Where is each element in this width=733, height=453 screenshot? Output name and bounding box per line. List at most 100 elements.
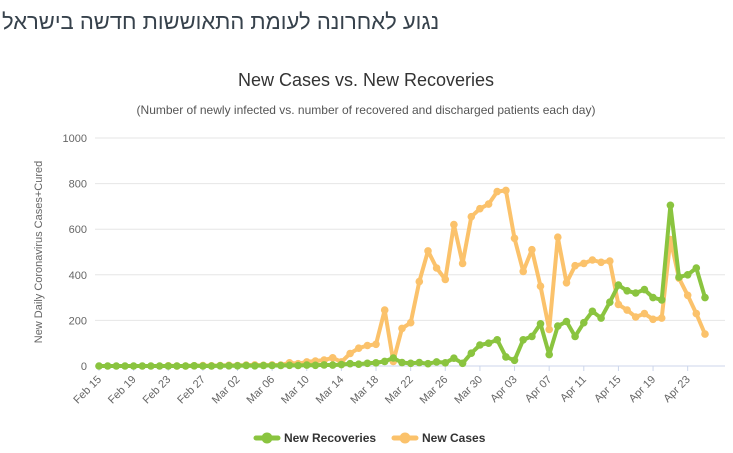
new-recoveries-point[interactable] [441, 359, 450, 367]
new-cases-point[interactable] [415, 277, 424, 286]
new-cases-point[interactable] [528, 245, 536, 254]
legend-item-new-cases[interactable]: New Cases [391, 431, 486, 445]
new-recoveries-point[interactable] [640, 285, 649, 294]
new-recoveries-point[interactable] [450, 354, 458, 363]
new-cases-point[interactable] [372, 340, 380, 349]
new-recoveries-point[interactable] [580, 318, 588, 327]
new-recoveries-point[interactable] [398, 358, 406, 367]
new-recoveries-point[interactable] [129, 362, 138, 370]
new-cases-point[interactable] [510, 234, 519, 243]
new-recoveries-point[interactable] [277, 361, 285, 370]
new-cases-point[interactable] [424, 247, 432, 255]
new-recoveries-point[interactable] [320, 361, 328, 369]
new-cases-point[interactable] [502, 186, 510, 195]
new-recoveries-point[interactable] [389, 354, 398, 362]
new-recoveries-point[interactable] [147, 362, 155, 370]
new-recoveries-point[interactable] [683, 271, 692, 279]
new-recoveries-point[interactable] [164, 362, 173, 370]
new-cases-point[interactable] [554, 233, 562, 241]
new-cases-point[interactable] [363, 341, 372, 350]
new-recoveries-point[interactable] [216, 362, 224, 370]
new-recoveries-point[interactable] [328, 361, 337, 369]
new-recoveries-point[interactable] [207, 362, 216, 370]
new-recoveries-point[interactable] [649, 293, 657, 302]
new-recoveries-point[interactable] [597, 314, 605, 322]
new-recoveries-point[interactable] [354, 360, 363, 369]
new-cases-point[interactable] [597, 258, 605, 267]
new-recoveries-point[interactable] [173, 362, 181, 370]
new-cases-point[interactable] [450, 220, 458, 229]
new-recoveries-point[interactable] [121, 362, 129, 370]
new-recoveries-point[interactable] [657, 296, 666, 304]
new-recoveries-point[interactable] [458, 359, 467, 368]
new-recoveries-point[interactable] [502, 353, 510, 361]
new-recoveries-point[interactable] [372, 359, 380, 367]
new-recoveries-point[interactable] [432, 358, 441, 366]
new-recoveries-point[interactable] [415, 358, 424, 367]
new-cases-point[interactable] [441, 275, 450, 284]
new-cases-point[interactable] [571, 261, 579, 270]
new-cases-point[interactable] [562, 279, 571, 287]
new-cases-point[interactable] [432, 264, 441, 272]
new-recoveries-point[interactable] [614, 281, 623, 289]
new-recoveries-point[interactable] [337, 360, 346, 369]
new-recoveries-point[interactable] [259, 361, 268, 370]
new-cases-point[interactable] [536, 282, 545, 290]
new-recoveries-point[interactable] [424, 359, 432, 368]
new-cases-point[interactable] [458, 259, 467, 268]
new-cases-point[interactable] [692, 309, 701, 318]
new-cases-point[interactable] [476, 204, 484, 213]
new-recoveries-point[interactable] [363, 359, 372, 368]
new-recoveries-point[interactable] [519, 336, 527, 344]
new-cases-point[interactable] [588, 256, 597, 264]
new-cases-line[interactable] [166, 188, 707, 368]
new-recoveries-point[interactable] [536, 320, 545, 328]
new-recoveries-point[interactable] [181, 362, 190, 370]
new-cases-point[interactable] [467, 212, 476, 221]
new-recoveries-point[interactable] [242, 361, 250, 370]
new-recoveries-point[interactable] [631, 289, 640, 297]
new-recoveries-point[interactable] [303, 361, 311, 369]
new-cases-point[interactable] [493, 187, 502, 196]
new-recoveries-point[interactable] [155, 362, 164, 370]
new-recoveries-point[interactable] [476, 341, 484, 349]
new-cases-point[interactable] [640, 309, 649, 318]
series-new-cases[interactable] [164, 186, 709, 370]
new-cases-point[interactable] [406, 318, 415, 327]
new-recoveries-point[interactable] [380, 357, 389, 366]
new-recoveries-point[interactable] [112, 362, 121, 370]
new-recoveries-point[interactable] [623, 287, 631, 295]
new-recoveries-point[interactable] [467, 349, 476, 358]
new-recoveries-point[interactable] [103, 362, 112, 370]
new-cases-point[interactable] [545, 325, 553, 334]
new-cases-point[interactable] [398, 324, 406, 333]
new-cases-point[interactable] [606, 257, 614, 265]
new-recoveries-point[interactable] [406, 359, 415, 368]
new-cases-point[interactable] [623, 306, 631, 314]
new-recoveries-point[interactable] [666, 201, 675, 210]
new-recoveries-point[interactable] [95, 362, 103, 370]
new-recoveries-point[interactable] [692, 264, 701, 272]
new-cases-point[interactable] [657, 314, 666, 322]
new-recoveries-point[interactable] [138, 362, 147, 370]
new-recoveries-point[interactable] [294, 361, 302, 370]
new-recoveries-point[interactable] [190, 362, 198, 370]
new-cases-point[interactable] [380, 306, 389, 314]
new-cases-point[interactable] [519, 267, 527, 276]
new-recoveries-point[interactable] [606, 298, 614, 306]
new-recoveries-point[interactable] [675, 273, 683, 281]
series-new-recoveries[interactable] [95, 201, 709, 370]
new-recoveries-point[interactable] [311, 361, 320, 370]
new-cases-point[interactable] [484, 200, 493, 208]
new-cases-point[interactable] [580, 259, 588, 268]
new-cases-point[interactable] [683, 291, 692, 300]
new-cases-point[interactable] [346, 349, 354, 358]
new-cases-point[interactable] [701, 330, 709, 338]
new-recoveries-point[interactable] [199, 362, 207, 370]
new-recoveries-point[interactable] [554, 322, 562, 330]
new-recoveries-point[interactable] [701, 293, 709, 302]
new-recoveries-point[interactable] [571, 332, 579, 341]
new-recoveries-point[interactable] [562, 317, 571, 326]
new-recoveries-point[interactable] [233, 362, 242, 370]
new-recoveries-point[interactable] [225, 362, 233, 370]
